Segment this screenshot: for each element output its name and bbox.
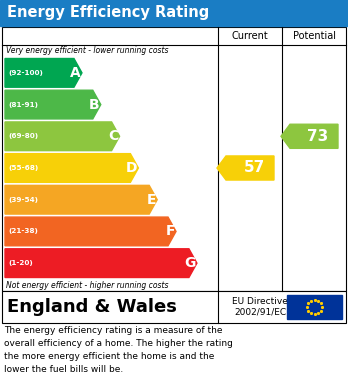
- Text: 73: 73: [307, 129, 329, 144]
- Text: Very energy efficient - lower running costs: Very energy efficient - lower running co…: [6, 46, 168, 55]
- Text: F: F: [166, 224, 175, 239]
- Text: (81-91): (81-91): [8, 102, 38, 108]
- Polygon shape: [5, 185, 157, 214]
- Polygon shape: [5, 122, 120, 151]
- Polygon shape: [5, 217, 176, 246]
- Text: England & Wales: England & Wales: [7, 298, 177, 316]
- Bar: [2, 27, 346, 291]
- Text: (55-68): (55-68): [8, 165, 38, 171]
- Text: (92-100): (92-100): [8, 70, 43, 76]
- Polygon shape: [5, 154, 139, 182]
- Text: EU Directive
2002/91/EC: EU Directive 2002/91/EC: [232, 297, 288, 317]
- Text: D: D: [126, 161, 137, 175]
- Text: The energy efficiency rating is a measure of the
overall efficiency of a home. T: The energy efficiency rating is a measur…: [4, 326, 233, 373]
- Text: E: E: [147, 193, 156, 207]
- Polygon shape: [5, 90, 101, 119]
- Polygon shape: [5, 59, 82, 87]
- Text: (39-54): (39-54): [8, 197, 38, 203]
- Text: B: B: [89, 98, 100, 111]
- Text: G: G: [184, 256, 196, 270]
- Polygon shape: [5, 249, 197, 278]
- Text: (1-20): (1-20): [8, 260, 33, 266]
- Bar: [287, 295, 342, 319]
- Text: (69-80): (69-80): [8, 133, 38, 139]
- Text: Potential: Potential: [293, 31, 335, 41]
- Bar: [0, 0, 348, 26]
- Text: A: A: [70, 66, 81, 80]
- Polygon shape: [217, 156, 274, 180]
- Text: 57: 57: [243, 160, 264, 176]
- Text: Current: Current: [232, 31, 268, 41]
- Text: (21-38): (21-38): [8, 228, 38, 235]
- Text: Not energy efficient - higher running costs: Not energy efficient - higher running co…: [6, 281, 168, 290]
- Bar: [2, 291, 346, 323]
- Polygon shape: [281, 124, 338, 148]
- Text: C: C: [108, 129, 119, 143]
- Text: Energy Efficiency Rating: Energy Efficiency Rating: [7, 5, 209, 20]
